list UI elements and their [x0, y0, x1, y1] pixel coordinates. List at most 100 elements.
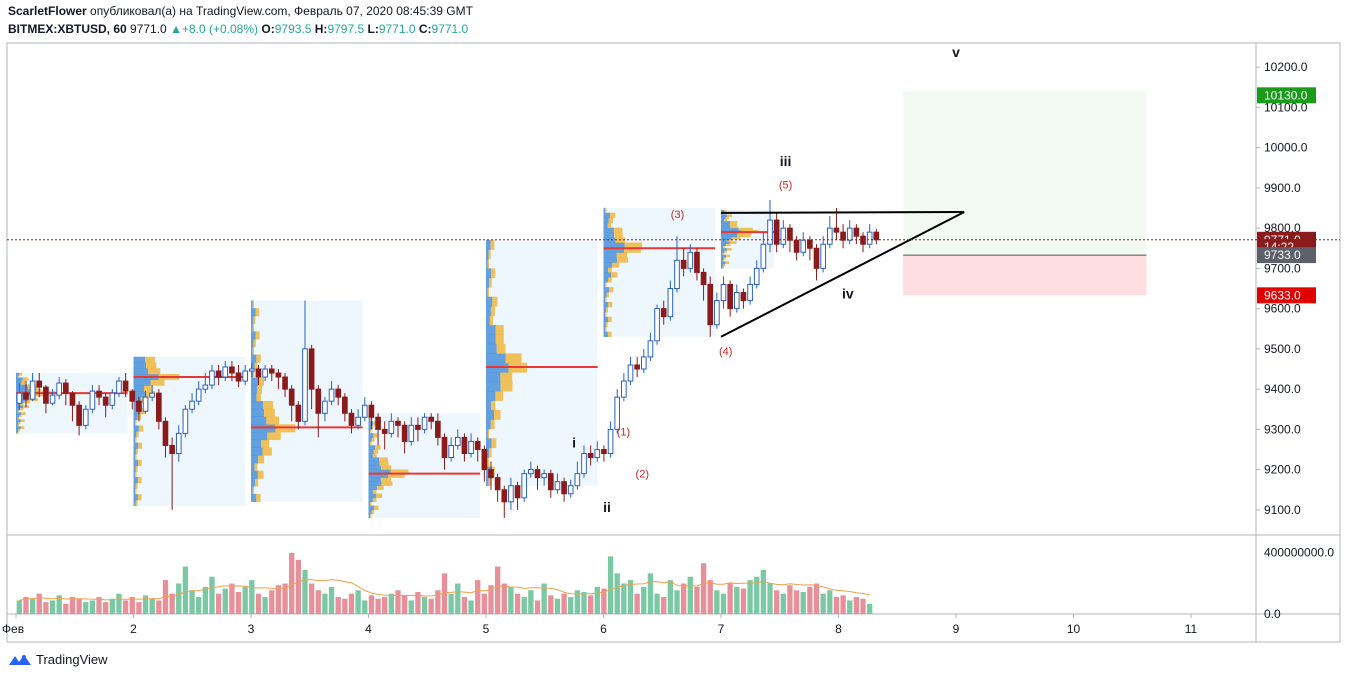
profile-bar-sell: [725, 254, 730, 258]
price-label-text: 9733.0: [1264, 248, 1301, 262]
volume-bar: [847, 600, 853, 614]
profile-bar-buy: [16, 375, 18, 378]
candle-body: [727, 283, 733, 310]
triangle-upper-line: [720, 211, 965, 214]
volume-bar: [202, 586, 208, 614]
profile-bar-sell: [737, 234, 751, 238]
volume-bar: [355, 590, 361, 614]
profile-bar-sell: [722, 265, 724, 269]
profile-bar-sell: [262, 447, 272, 456]
time-tick-label: 5: [483, 622, 490, 636]
profile-bar-buy: [368, 473, 389, 478]
price-tick-label: 9800.0: [1264, 221, 1301, 235]
volume-bar: [209, 576, 215, 614]
profile-bar-sell: [370, 513, 372, 519]
volume-bar: [308, 583, 315, 614]
candle-body: [800, 239, 807, 253]
volume-bar: [76, 598, 82, 614]
profile-bar-buy: [133, 494, 138, 501]
profile-bar-sell: [487, 428, 490, 439]
volume-bar: [156, 600, 162, 614]
profile-bar-buy: [486, 409, 495, 420]
profile-bar-sell: [256, 393, 261, 402]
candle-body: [136, 400, 142, 412]
profile-bar-buy: [133, 431, 137, 438]
volume-bar: [36, 593, 42, 614]
candle-body: [581, 453, 587, 475]
profile-bar-buy: [603, 272, 612, 278]
candle-body: [335, 388, 342, 398]
symbol-label: BITMEX:XBTUSD, 60: [8, 22, 127, 36]
volume-bar: [621, 583, 627, 614]
profile-bar-buy: [721, 227, 739, 231]
volume-bar: [687, 576, 693, 614]
profile-bar-buy: [486, 381, 501, 392]
volume-bar: [176, 583, 182, 614]
profile-bar-buy: [368, 505, 375, 511]
open-label: O:: [261, 22, 275, 36]
volume-bar: [441, 573, 448, 614]
profile-bar-buy: [251, 400, 264, 410]
candle-body: [694, 251, 700, 273]
profile-bar-sell: [612, 262, 620, 268]
price-tick-label: 9200.0: [1264, 463, 1301, 477]
profile-bar-buy: [133, 476, 138, 484]
profile-bar-buy: [603, 237, 616, 243]
profile-bar-sell: [370, 441, 372, 446]
candle-body: [435, 420, 441, 438]
candle-body: [43, 386, 49, 404]
volume-bar: [767, 583, 773, 614]
profile-bar-buy: [368, 493, 377, 498]
profile-bar-buy: [486, 277, 490, 288]
volume-bar: [700, 563, 707, 614]
profile-bar-buy: [251, 408, 265, 417]
candle-body: [49, 394, 56, 404]
candle-body: [680, 259, 687, 269]
volume-ma-line: [19, 579, 870, 601]
volume-bar: [661, 597, 667, 614]
candle-body: [461, 436, 468, 455]
profile-bar-sell: [390, 469, 409, 474]
profile-bar-buy: [721, 259, 723, 262]
profile-bar-sell: [379, 461, 389, 466]
publish-info: ScarletFlower опубликовал(а) на TradingV…: [8, 4, 473, 18]
candle-body: [454, 436, 461, 446]
profile-bar-sell: [607, 331, 612, 337]
profile-bar-buy: [721, 236, 732, 240]
profile-bar-buy: [721, 263, 724, 267]
candle-body: [182, 408, 189, 434]
profile-bar-sell: [487, 258, 489, 269]
profile-bar-buy: [133, 436, 136, 444]
profile-bar-sell: [33, 393, 49, 397]
price-tick-label: 9600.0: [1264, 302, 1301, 316]
profile-bar-buy: [368, 513, 371, 519]
volume-bar: [215, 593, 222, 614]
volume-bar: [561, 593, 567, 614]
profile-bar-buy: [16, 412, 22, 416]
profile-bar-buy: [368, 481, 382, 486]
profile-bar-buy: [133, 356, 146, 363]
profile-bar-sell: [605, 321, 608, 328]
tradingview-brand[interactable]: TradingView: [8, 652, 108, 667]
low-value: 9771.0: [378, 22, 416, 36]
candle-body: [222, 366, 229, 378]
candle-body: [408, 424, 415, 442]
volume-bar: [707, 580, 713, 614]
profile-bar-sell: [489, 447, 492, 458]
profile-bar-sell: [373, 421, 378, 426]
profile-bar-buy: [368, 485, 377, 490]
candle-body: [315, 388, 322, 414]
candle-body: [36, 380, 43, 388]
profile-bar-buy: [133, 488, 136, 495]
author-name[interactable]: ScarletFlower: [8, 4, 87, 18]
price-tick-label: 10000.0: [1264, 141, 1308, 155]
candle-body: [601, 448, 607, 455]
candle-body: [574, 473, 581, 487]
candle-body: [29, 380, 36, 400]
candle-body: [534, 469, 541, 479]
price-tick-label: 9900.0: [1264, 181, 1301, 195]
profile-bar-sell: [252, 323, 254, 332]
volume-bar: [56, 595, 62, 614]
volume-bar: [647, 573, 654, 614]
